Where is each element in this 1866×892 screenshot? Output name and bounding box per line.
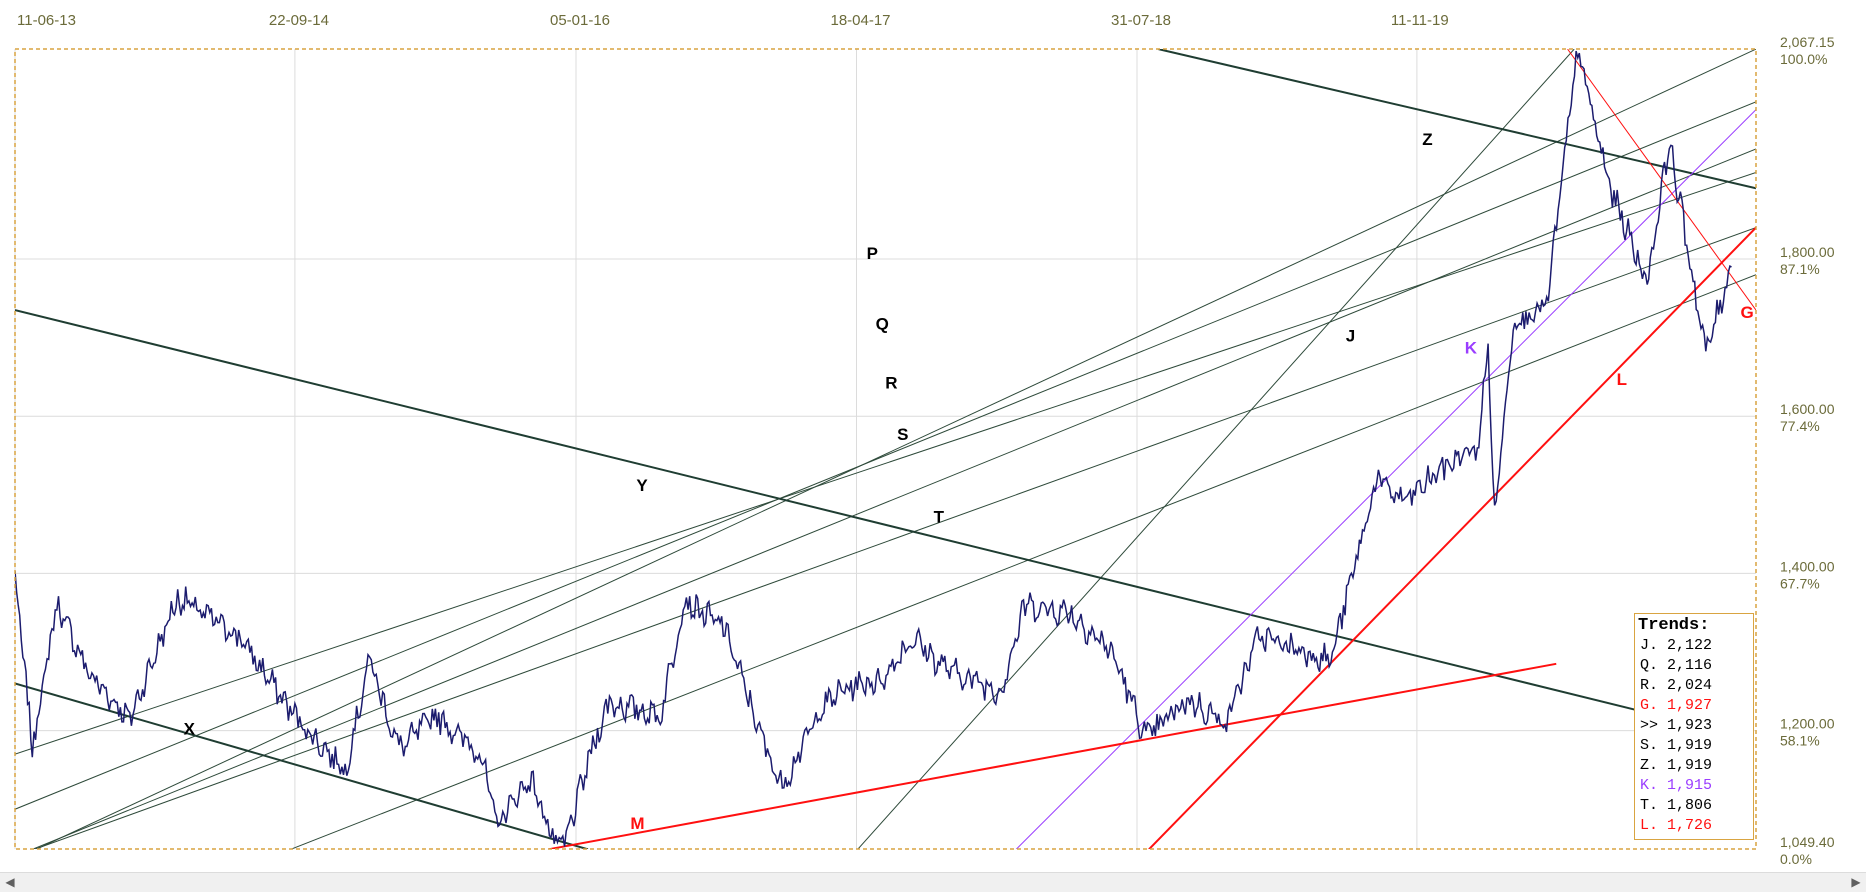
percent-tick-label: 0.0% <box>1780 851 1812 867</box>
legend-row: J. 2,122 <box>1638 636 1750 656</box>
axis-labels: 11-06-13 22-09-14 05-01-16 18-04-17 31-07-18… <box>17 12 1835 867</box>
date-tick-label: 18-04-17 <box>830 12 890 29</box>
legend-row-value: 2,116 <box>1667 657 1713 674</box>
legend-row: K. 1,915 <box>1638 776 1750 796</box>
percent-tick-label: 100.0% <box>1780 51 1827 67</box>
legend-row: T. 1,806 <box>1638 796 1750 816</box>
price-line <box>15 50 1732 847</box>
trend-label-m: M <box>630 814 644 833</box>
trend-label-l: L <box>1617 370 1627 389</box>
trend-label-q: Q <box>876 315 889 334</box>
price-tick-label: 1,400.00 <box>1780 558 1835 574</box>
trend-line-p <box>35 49 1756 849</box>
trend-line-x <box>15 682 589 849</box>
trend-line-z <box>1158 49 1756 190</box>
trend-label-x: X <box>184 720 196 739</box>
trend-line-q <box>15 101 1756 810</box>
trend-labels: P Q R S T Y X J K Z L G M <box>184 130 1754 833</box>
trend-line-m <box>548 662 1557 849</box>
trend-label-s: S <box>897 425 908 444</box>
legend-row: R. 2,024 <box>1638 676 1750 696</box>
legend-row-label: J. <box>1640 637 1659 654</box>
legend-row: Q. 2,116 <box>1638 656 1750 676</box>
legend-row-label: R. <box>1640 677 1659 694</box>
legend-row-label: S. <box>1640 737 1659 754</box>
legend-row-value: 1,806 <box>1667 797 1713 814</box>
percent-tick-label: 58.1% <box>1780 733 1820 749</box>
date-tick-label: 11-06-13 <box>17 12 76 29</box>
horizontal-scrollbar[interactable]: ◀ ▶ <box>0 872 1866 892</box>
trend-line-l <box>1148 226 1756 849</box>
date-tick-label: 31-07-18 <box>1111 12 1171 29</box>
legend-rows: J. 2,122 Q. 2,116 R. 2,024 G. 1,927 >> 1,923… <box>1638 636 1750 836</box>
legend-row: L. 1,726 <box>1638 816 1750 836</box>
price-tick-label: 2,067.15 <box>1780 34 1835 50</box>
arrow-left-icon[interactable]: ◀ <box>5 875 15 889</box>
legend-row-label: T. <box>1640 797 1659 814</box>
price-tick-label: 1,800.00 <box>1780 244 1835 260</box>
date-tick-label: 22-09-14 <box>269 12 329 29</box>
legend-row-value: 2,122 <box>1667 637 1713 654</box>
trend-label-g: G <box>1740 303 1753 322</box>
trend-label-r: R <box>885 374 897 393</box>
legend-row-value: 1,919 <box>1667 737 1713 754</box>
percent-tick-label: 77.4% <box>1780 418 1820 434</box>
trend-label-y: Y <box>636 476 648 495</box>
legend-row-label: L. <box>1640 817 1659 834</box>
trend-label-z: Z <box>1422 130 1432 149</box>
trend-label-k: K <box>1465 338 1478 357</box>
percent-tick-label: 87.1% <box>1780 261 1820 277</box>
legend-row-value: 1,923 <box>1667 717 1713 734</box>
price-tick-label: 1,200.00 <box>1780 716 1835 732</box>
trend-label-j: J <box>1346 327 1355 346</box>
trend-line-t <box>33 227 1756 849</box>
grid-lines <box>14 49 1756 849</box>
legend-row-label: G. <box>1640 697 1659 714</box>
price-series <box>15 50 1732 847</box>
trend-line-t2 <box>290 274 1756 849</box>
legend-row: S. 1,919 <box>1638 736 1750 756</box>
date-tick-label: 05-01-16 <box>550 12 610 29</box>
percent-tick-label: 67.7% <box>1780 575 1820 591</box>
trend-lines <box>15 49 1756 849</box>
legend-row-label: >> <box>1640 717 1659 734</box>
trends-legend: Trends: J. 2,122 Q. 2,116 R. 2,024 G. 1,927… <box>1634 613 1754 840</box>
price-tick-label: 1,049.40 <box>1780 834 1835 850</box>
trend-line-j <box>857 49 1575 849</box>
legend-row: >> 1,923 <box>1638 716 1750 736</box>
price-chart[interactable]: 11-06-13 22-09-14 05-01-16 18-04-17 31-07-18… <box>0 0 1866 872</box>
trend-label-t: T <box>934 507 945 526</box>
legend-row-label: Q. <box>1640 657 1659 674</box>
legend-row-value: 1,919 <box>1667 757 1713 774</box>
price-tick-label: 1,600.00 <box>1780 401 1835 417</box>
legend-row: G. 1,927 <box>1638 696 1750 716</box>
legend-row: Z. 1,919 <box>1638 756 1750 776</box>
legend-row-value: 1,726 <box>1667 817 1713 834</box>
trend-line-s <box>15 172 1756 755</box>
trend-label-p: P <box>867 244 878 263</box>
legend-row-label: K. <box>1640 777 1659 794</box>
legend-row-value: 2,024 <box>1667 677 1713 694</box>
legend-row-label: Z. <box>1640 757 1659 774</box>
arrow-right-icon[interactable]: ▶ <box>1851 875 1861 889</box>
plot-frame <box>14 48 1757 850</box>
legend-row-value: 1,915 <box>1667 777 1713 794</box>
trend-line-r <box>31 148 1756 849</box>
trend-line-y <box>15 309 1657 716</box>
legend-row-value: 1,927 <box>1667 697 1713 714</box>
legend-title: Trends: <box>1638 616 1710 635</box>
date-tick-label: 11-11-19 <box>1391 12 1449 29</box>
